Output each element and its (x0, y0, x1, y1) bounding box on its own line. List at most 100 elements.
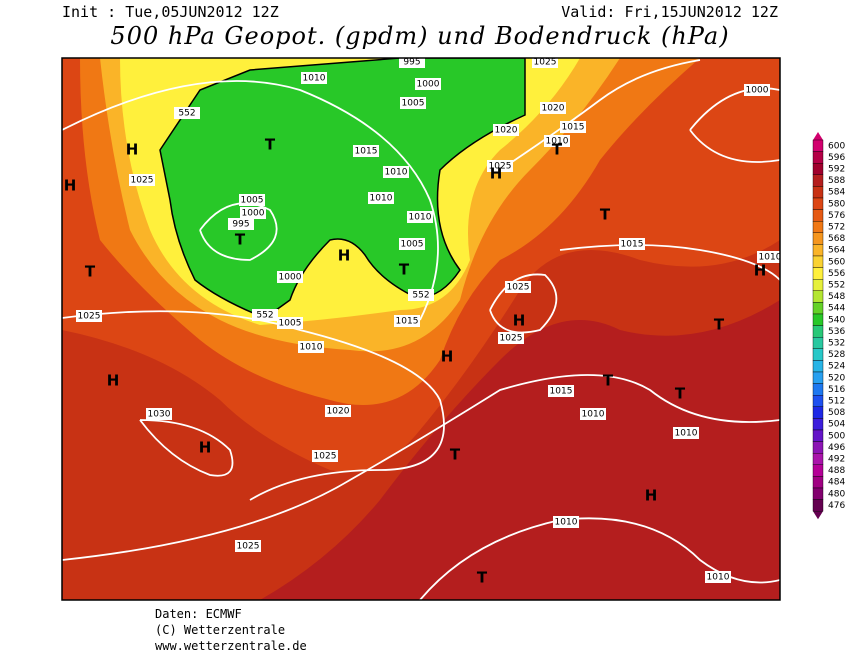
colorbar-label: 556 (828, 269, 845, 279)
pressure-center: H (199, 439, 212, 457)
colorbar-swatch (812, 290, 824, 303)
isobar-label-box (239, 194, 265, 206)
isobar-label-box (146, 408, 172, 420)
isobar-label-box (544, 135, 570, 147)
isobar (62, 80, 439, 321)
isobar-label: 1005 (279, 319, 302, 329)
isobar-label: 1015 (621, 240, 644, 250)
pressure-center: H (490, 165, 503, 183)
colorbar-label: 536 (828, 327, 845, 337)
isobar-label-box (705, 571, 731, 583)
colorbar-swatch (812, 441, 824, 454)
colorbar-label: 484 (828, 478, 845, 488)
colorbar-swatch (812, 348, 824, 361)
colorbar-label: 480 (828, 489, 845, 499)
colorbar-swatch (812, 220, 824, 233)
colorbar-swatch (812, 162, 824, 175)
pressure-center: H (107, 372, 120, 390)
colorbar-swatch (812, 429, 824, 442)
colorbar-label: 576 (828, 211, 845, 221)
isobar (499, 59, 701, 171)
pressure-center: H (126, 141, 139, 159)
map-frame (61, 57, 781, 601)
isobar (139, 419, 234, 477)
colorbar-label: 588 (828, 176, 845, 186)
colorbar-label: 584 (828, 188, 845, 198)
colorbar-swatch (812, 453, 824, 466)
isobar (559, 244, 780, 281)
colorbar-label: 492 (828, 455, 845, 465)
colorbar-label: 508 (828, 408, 845, 418)
isobar-label: 1010 (582, 410, 605, 420)
isobar-label: 1010 (303, 74, 326, 84)
isobar-label: 1010 (300, 343, 323, 353)
pressure-center: T (675, 385, 686, 403)
isobar-label: 1030 (148, 410, 171, 420)
isobar-label-box (129, 174, 155, 186)
isobar-label: 1015 (562, 123, 585, 133)
colorbar-swatch (812, 186, 824, 199)
isobar-label: 1000 (279, 273, 302, 283)
colorbar-swatch (812, 244, 824, 257)
isobar-label-box (76, 310, 102, 322)
isobar-label: 1005 (401, 240, 424, 250)
isobar-label-box (240, 207, 266, 219)
colorbar-swatch (812, 151, 824, 164)
colorbar-label: 520 (828, 373, 845, 383)
isobar-label-box (673, 427, 699, 439)
colorbar-cap (813, 511, 823, 520)
isobar-label: 1025 (314, 452, 337, 462)
colorbar-swatch (812, 406, 824, 419)
pressure-center: T (600, 206, 611, 224)
isobar-label: 1015 (355, 147, 378, 157)
pressure-center: T (714, 316, 725, 334)
isobar-label: 1025 (500, 334, 523, 344)
colorbar-label: 504 (828, 420, 845, 430)
pressure-center: H (754, 262, 767, 280)
isobar-label-box (235, 540, 261, 552)
isobar-label-box (399, 58, 425, 68)
pressure-center: T (477, 569, 488, 587)
colorbar-label: 532 (828, 339, 845, 349)
isobar-label-box (548, 385, 574, 397)
colorbar-swatch (812, 499, 824, 512)
isobar-label-box (312, 450, 338, 462)
isobar-label-box (353, 145, 379, 157)
isobar-label: 1010 (555, 518, 578, 528)
colorbar-swatch (812, 418, 824, 431)
pressure-center: H (338, 247, 351, 265)
colorbar-swatch (812, 383, 824, 396)
colorbar-label: 496 (828, 443, 845, 453)
isobar-label-box (580, 408, 606, 420)
isobar-label: 1020 (327, 407, 350, 417)
colorbar-label: 540 (828, 315, 845, 325)
isobar-label-box (174, 107, 200, 119)
isobar-label: 1015 (550, 387, 573, 397)
isobar-label-box (408, 289, 434, 301)
footer-url: www.wetterzentrale.de (155, 639, 307, 653)
colorbar-swatch (812, 360, 824, 373)
isobar-label: 1010 (546, 137, 569, 147)
isobar-label-box (325, 405, 351, 417)
pressure-center: T (265, 136, 276, 154)
colorbar-swatch (812, 255, 824, 268)
isobar-label: 1025 (131, 176, 154, 186)
isobar-label: 1025 (237, 542, 260, 552)
colorbar-label: 568 (828, 234, 845, 244)
field-548 (159, 58, 526, 319)
colorbar-label: 552 (828, 281, 845, 291)
isobar-label-box (228, 218, 254, 230)
colorbar-label: 524 (828, 362, 845, 372)
isobar-label-box (540, 102, 566, 114)
isobar-label-box (487, 160, 513, 172)
isobar-label-box (560, 121, 586, 133)
colorbar-swatch (812, 232, 824, 245)
colorbar-label: 488 (828, 466, 845, 476)
isobar-label: 1010 (409, 213, 432, 223)
isobar-label: 1025 (507, 283, 530, 293)
colorbar-label: 548 (828, 292, 845, 302)
isobar-label-box (277, 317, 303, 329)
colorbar-cap (813, 132, 823, 140)
